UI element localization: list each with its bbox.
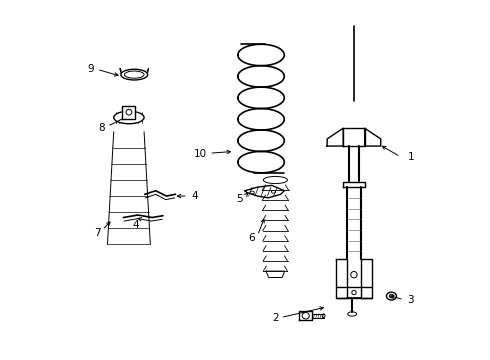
Polygon shape — [327, 128, 343, 146]
Text: 1: 1 — [408, 152, 414, 162]
Polygon shape — [336, 258, 347, 298]
Text: 6: 6 — [248, 233, 255, 243]
Polygon shape — [365, 128, 381, 146]
Text: 7: 7 — [94, 228, 100, 238]
Polygon shape — [122, 106, 135, 118]
Text: 10: 10 — [194, 149, 207, 159]
Polygon shape — [343, 182, 365, 187]
Polygon shape — [147, 68, 148, 72]
Text: 9: 9 — [88, 64, 94, 74]
Polygon shape — [245, 185, 284, 198]
Text: 2: 2 — [272, 312, 279, 323]
Text: 8: 8 — [98, 123, 105, 133]
Ellipse shape — [114, 111, 144, 124]
Polygon shape — [343, 128, 365, 146]
Ellipse shape — [387, 292, 396, 300]
Text: 3: 3 — [408, 296, 414, 305]
Polygon shape — [120, 68, 122, 72]
Polygon shape — [266, 271, 285, 278]
Text: 4: 4 — [192, 191, 198, 201]
Ellipse shape — [121, 69, 147, 80]
Text: 5: 5 — [237, 194, 243, 203]
Text: 4: 4 — [133, 220, 139, 230]
Polygon shape — [361, 258, 372, 298]
Polygon shape — [299, 311, 312, 320]
